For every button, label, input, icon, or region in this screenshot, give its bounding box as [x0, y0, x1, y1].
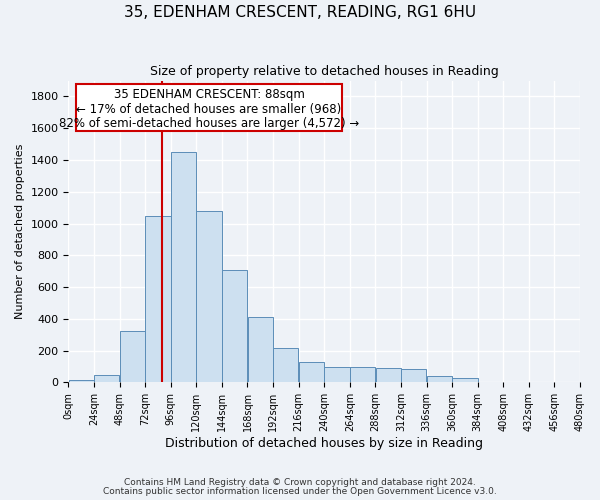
Bar	[248, 316, 273, 382]
Bar	[325, 366, 350, 382]
Title: Size of property relative to detached houses in Reading: Size of property relative to detached ho…	[150, 65, 499, 78]
Bar	[94, 374, 119, 382]
X-axis label: Distribution of detached houses by size in Reading: Distribution of detached houses by size …	[165, 437, 483, 450]
Bar	[273, 348, 298, 382]
Text: ← 17% of detached houses are smaller (968): ← 17% of detached houses are smaller (96…	[76, 102, 342, 116]
Bar	[196, 211, 222, 382]
Bar	[120, 331, 145, 382]
Bar	[427, 376, 452, 382]
FancyBboxPatch shape	[76, 84, 342, 132]
Y-axis label: Number of detached properties: Number of detached properties	[15, 144, 25, 319]
Bar	[68, 380, 94, 382]
Bar	[452, 378, 478, 382]
Text: 35 EDENHAM CRESCENT: 88sqm: 35 EDENHAM CRESCENT: 88sqm	[113, 88, 305, 101]
Bar	[376, 368, 401, 382]
Bar	[401, 369, 427, 382]
Text: 82% of semi-detached houses are larger (4,572) →: 82% of semi-detached houses are larger (…	[59, 117, 359, 130]
Bar	[350, 368, 375, 382]
Text: Contains public sector information licensed under the Open Government Licence v3: Contains public sector information licen…	[103, 486, 497, 496]
Bar	[222, 270, 247, 382]
Bar	[145, 216, 170, 382]
Text: Contains HM Land Registry data © Crown copyright and database right 2024.: Contains HM Land Registry data © Crown c…	[124, 478, 476, 487]
Bar	[171, 152, 196, 382]
Bar	[299, 362, 324, 382]
Text: 35, EDENHAM CRESCENT, READING, RG1 6HU: 35, EDENHAM CRESCENT, READING, RG1 6HU	[124, 5, 476, 20]
